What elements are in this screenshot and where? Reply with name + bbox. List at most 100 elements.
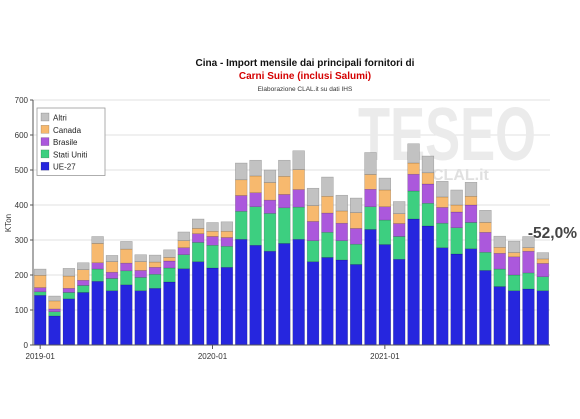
bar-segment-canada (220, 231, 234, 238)
bar-segment-ue-27 (192, 261, 205, 346)
watermark-logo-text: TESEO (358, 93, 536, 177)
legend-item-canada: Canada (40, 125, 82, 135)
bar-segment-canada (235, 179, 248, 196)
bar-segment-altri (206, 222, 219, 232)
bar-segment-canada (493, 247, 506, 254)
bar-segment-ue-27 (479, 270, 492, 346)
bar-segment-ue-27 (493, 286, 506, 346)
bar-segment-brasile (235, 195, 248, 212)
bar-segment-brasile (321, 212, 334, 233)
bar-segment-altri (249, 159, 262, 177)
y-tick-label: 600 (15, 131, 29, 140)
bar-segment-canada (148, 261, 162, 268)
bar-segment-ue-27 (177, 268, 190, 346)
bar-segment-ue-27 (536, 290, 549, 346)
bar-segment-stati-uniti (62, 292, 76, 300)
yoy-change-annotation: -52,0% (528, 225, 577, 242)
bar-stack (105, 255, 119, 346)
bar-segment-stati-uniti (378, 219, 391, 245)
bar-segment-canada (48, 300, 61, 310)
bar-segment-ue-27 (306, 261, 320, 346)
bar-segment-brasile (249, 192, 262, 207)
bar-segment-altri (278, 159, 291, 177)
bar-segment-canada (536, 258, 549, 264)
bar-segment-canada (62, 275, 76, 289)
bar-segment-ue-27 (335, 259, 348, 346)
bar-stack (148, 254, 162, 346)
bar-segment-canada (479, 222, 492, 233)
bar-segment-stati-uniti (148, 274, 162, 289)
bar-stack (493, 235, 506, 346)
bar-stack (62, 268, 76, 346)
bar-segment-stati-uniti (206, 245, 219, 269)
watermark-site-text: CLAL.it (432, 167, 490, 184)
bar-stack (349, 197, 363, 346)
bar-segment-ue-27 (105, 290, 119, 346)
bar-segment-brasile (522, 250, 535, 274)
bar-segment-stati-uniti (464, 222, 478, 249)
bar-segment-altri (91, 236, 104, 244)
y-axis-label: KTon (4, 214, 13, 232)
bar-segment-brasile (263, 199, 277, 214)
bar-segment-stati-uniti (536, 276, 549, 291)
bar-segment-altri (507, 240, 521, 253)
bar-segment-stati-uniti (220, 246, 234, 268)
bar-segment-brasile (148, 267, 162, 275)
bar-stack (177, 231, 190, 346)
bar-segment-brasile (335, 222, 348, 241)
y-tick-label: 300 (15, 236, 29, 245)
bar-segment-stati-uniti (249, 206, 262, 246)
bar-stack (306, 187, 320, 346)
bar-segment-ue-27 (77, 292, 90, 346)
y-tick-label: 100 (15, 306, 29, 315)
bar-segment-stati-uniti (263, 213, 277, 252)
bar-segment-ue-27 (134, 290, 147, 346)
bar-segment-stati-uniti (292, 206, 305, 240)
bar-segment-ue-27 (163, 281, 176, 346)
y-tick-label: 400 (15, 201, 29, 210)
y-tick-label: 700 (15, 96, 29, 105)
bar-stack (407, 143, 420, 346)
bar-segment-altri (464, 182, 478, 197)
bar-segment-altri (235, 162, 248, 181)
bar-segment-brasile (48, 308, 61, 313)
bar-segment-canada (407, 162, 420, 175)
bar-segment-brasile (436, 207, 449, 224)
bar-segment-brasile (306, 221, 320, 241)
bar-segment-brasile (479, 232, 492, 253)
bar-segment-canada (134, 261, 147, 271)
bar-stack (163, 249, 176, 346)
bar-segment-altri (292, 150, 305, 170)
x-tick-label: 2019-01 (26, 352, 56, 361)
bar-segment-brasile (177, 247, 190, 255)
bar-stack (263, 169, 277, 346)
bar-stack (278, 159, 291, 346)
bar-segment-stati-uniti (436, 222, 449, 248)
bar-segment-ue-27 (507, 290, 521, 346)
bar-stack (522, 236, 535, 346)
bar-segment-altri (436, 180, 449, 198)
bar-segment-canada (378, 189, 391, 207)
bar-segment-stati-uniti (321, 232, 334, 258)
bar-segment-altri (522, 236, 535, 248)
bar-segment-brasile (105, 271, 119, 279)
bar-segment-altri (62, 268, 76, 277)
bar-segment-altri (450, 189, 463, 206)
bar-segment-brasile (120, 262, 133, 272)
bar-segment-stati-uniti (306, 240, 320, 262)
chart-subtitle: Carni Suine (inclusi Salumi) (239, 71, 371, 82)
bar-segment-canada (349, 212, 363, 229)
bar-segment-stati-uniti (77, 285, 90, 293)
bar-segment-ue-27 (34, 295, 47, 346)
bar-stack (77, 262, 90, 346)
bar-segment-brasile (393, 223, 406, 237)
legend-label: UE-27 (53, 163, 76, 172)
bar-segment-altri (148, 254, 162, 263)
bar-segment-canada (364, 174, 377, 190)
legend-item-altri: Altri (40, 112, 67, 123)
bar-segment-brasile (493, 253, 506, 270)
bar-segment-stati-uniti (163, 267, 176, 283)
bar-segment-canada (292, 169, 305, 190)
bar-segment-altri (335, 194, 348, 212)
